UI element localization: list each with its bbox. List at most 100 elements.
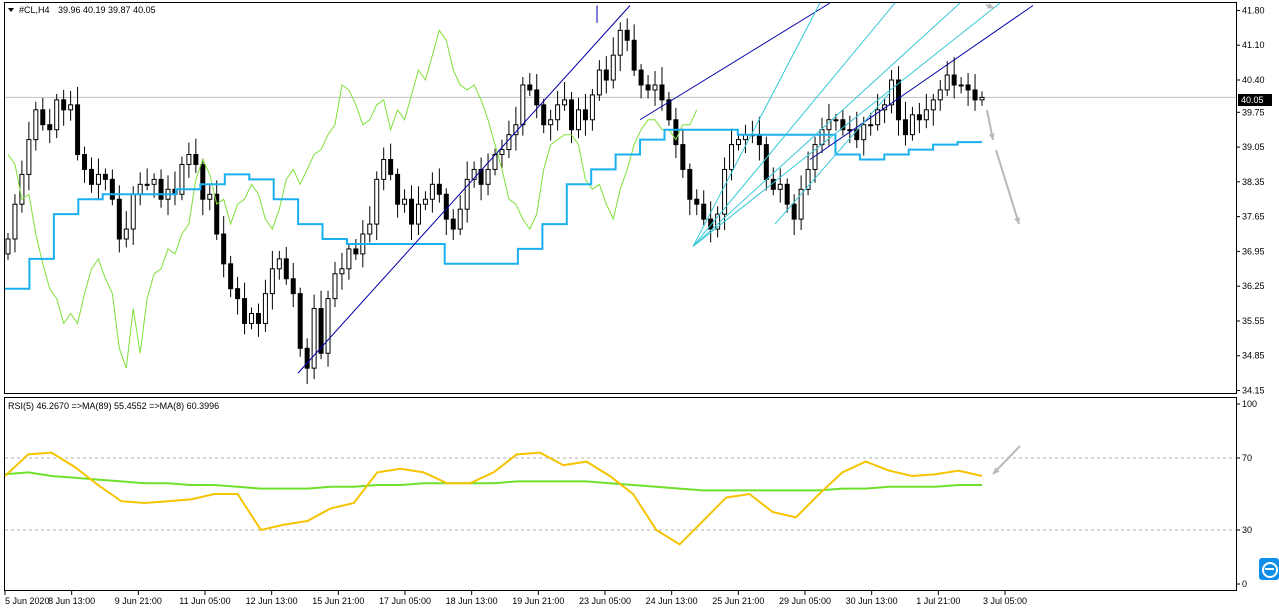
candle-body: [569, 99, 575, 131]
candle-body: [854, 129, 860, 141]
trend-arrow-line: [995, 149, 1020, 225]
candle-body: [269, 268, 275, 295]
chikou-line: [7, 29, 698, 369]
candle-body: [381, 158, 387, 180]
candle-body: [902, 119, 908, 136]
candle-body: [12, 203, 18, 240]
trend-arrow-head: [987, 2, 994, 9]
candle-body: [958, 84, 964, 87]
time-tick-label: 18 Jun 13:00: [446, 596, 498, 606]
fan-line: [692, 2, 821, 247]
candle-body: [471, 168, 477, 180]
candle-body: [75, 104, 81, 156]
rsi-tick-label: 0: [1242, 579, 1247, 589]
fan-line: [692, 2, 896, 247]
candle-body: [249, 313, 254, 324]
teamviewer-button[interactable]: [1259, 558, 1279, 580]
time-tick-label: 25 Jun 21:00: [712, 596, 764, 606]
candle-body: [415, 203, 421, 225]
candle-body: [485, 168, 491, 185]
candle-body: [68, 104, 74, 111]
time-tick-label: 30 Jun 13:00: [846, 596, 898, 606]
candle-body: [61, 99, 67, 111]
fan-line: [774, 92, 891, 225]
candle-body: [346, 248, 352, 270]
candle-body: [875, 109, 881, 126]
candle-body: [276, 258, 282, 270]
candle-body: [534, 89, 540, 106]
price-tick-label: 41.10: [1242, 40, 1265, 50]
candle-body: [123, 228, 129, 240]
trend-arrow-line: [992, 445, 1021, 475]
candle-body: [95, 173, 101, 185]
candle-body: [659, 84, 665, 101]
candle-body: [54, 99, 60, 131]
candle-body: [784, 183, 790, 205]
candle-body: [617, 29, 623, 56]
candle-body: [916, 114, 922, 121]
rsi-ma-line: [4, 471, 982, 492]
candle-body: [262, 293, 268, 324]
candle-body: [666, 99, 672, 121]
candle-body: [555, 104, 561, 121]
candle-body: [137, 183, 143, 195]
candle-body: [179, 163, 185, 195]
candle-body: [631, 39, 637, 71]
candle-body: [951, 74, 957, 86]
fan-line: [692, 2, 1001, 247]
candle-body: [457, 208, 463, 230]
dropdown-triangle-icon[interactable]: [8, 8, 14, 12]
candle-body: [687, 168, 693, 200]
candle-body: [102, 173, 108, 180]
candle-body: [756, 134, 762, 146]
candle-body: [33, 109, 39, 141]
price-tick-label: 38.35: [1242, 177, 1265, 187]
candle-body: [791, 203, 797, 220]
candle-body: [527, 84, 533, 91]
candle-body: [736, 139, 741, 146]
rsi-axis: 100 70 30 0: [1236, 399, 1257, 589]
price-tick-label: 34.15: [1242, 386, 1265, 396]
candle-body: [798, 188, 804, 220]
candle-body: [673, 119, 679, 146]
candle-body: [937, 89, 943, 101]
rsi-indicator-label: RSI(5) 46.2670 =>MA(89) 55.4552 =>MA(8) …: [8, 401, 219, 411]
candle-body: [833, 119, 839, 122]
time-tick-label: 1 Jul 21:00: [916, 596, 960, 606]
price-tick-label: 41.80: [1242, 5, 1265, 15]
main-plot-layer: [5, 2, 1236, 385]
candle-body: [311, 308, 317, 369]
time-tick-label: 3 Jul 05:00: [983, 596, 1027, 606]
candle-body: [882, 104, 888, 111]
price-tick-label: 34.85: [1242, 351, 1265, 361]
fan-line: [692, 2, 961, 247]
candle-body: [332, 273, 338, 300]
time-tick-label: 15 Jun 21:00: [312, 596, 364, 606]
time-tick-label: 5 Jun 2020: [5, 596, 50, 606]
candle-body: [701, 203, 707, 220]
candle-body: [214, 193, 220, 235]
candle-body: [242, 298, 248, 324]
candle-body: [777, 183, 783, 190]
candle-body: [40, 109, 46, 126]
price-tick-label: 40.40: [1242, 75, 1265, 85]
candle-body: [909, 114, 915, 136]
candle-body: [889, 79, 895, 106]
rsi-line: [4, 451, 983, 546]
candle-body: [422, 198, 428, 205]
rsi-tick-label: 100: [1242, 399, 1257, 409]
candle-body: [645, 84, 651, 91]
candle-body: [603, 69, 609, 81]
candle-body: [88, 168, 94, 185]
price-axis: 41.80 41.10 40.40 39.75 39.05 38.35 37.65 36.95…: [1236, 5, 1265, 396]
candle-body: [575, 109, 581, 131]
candle-body: [436, 183, 442, 195]
candle-body: [26, 139, 32, 175]
candle-body: [680, 144, 686, 170]
candle-body: [506, 134, 512, 151]
candle-body: [965, 84, 971, 91]
candle-body: [402, 198, 408, 205]
candle-body: [186, 154, 192, 165]
